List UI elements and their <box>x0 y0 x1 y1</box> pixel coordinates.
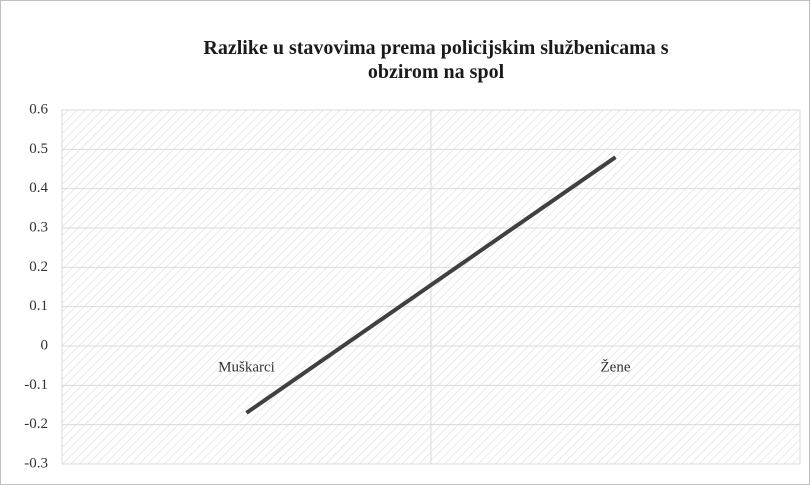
x-tick-label: Žene <box>601 358 631 375</box>
y-tick-label: 0.4 <box>29 180 48 196</box>
y-tick-label: 0.5 <box>29 141 48 157</box>
y-tick-label: -0.1 <box>24 377 48 393</box>
y-tick-label: 0.1 <box>29 298 48 314</box>
y-tick-label: -0.3 <box>24 455 48 471</box>
x-tick-label: Muškarci <box>218 359 275 375</box>
chart-title: Razlike u stavovima prema policijskim sl… <box>203 37 669 83</box>
y-tick-label: 0.3 <box>29 219 48 235</box>
y-tick-label: 0.2 <box>29 259 48 275</box>
y-tick-label: 0.6 <box>29 101 48 117</box>
data-line <box>245 155 617 415</box>
y-tick-label: 0 <box>41 337 49 353</box>
y-tick-label: -0.2 <box>24 416 48 432</box>
